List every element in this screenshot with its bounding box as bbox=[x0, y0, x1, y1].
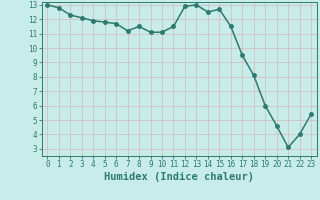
X-axis label: Humidex (Indice chaleur): Humidex (Indice chaleur) bbox=[104, 172, 254, 182]
